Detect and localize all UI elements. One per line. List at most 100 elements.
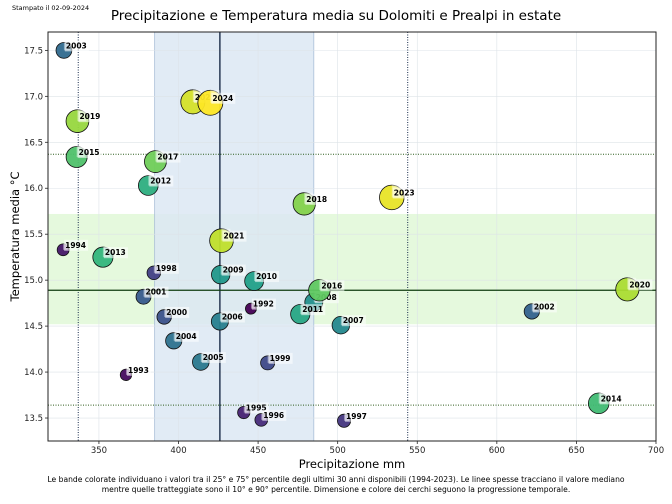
year-label: 2012 — [150, 176, 171, 185]
year-label: 2019 — [79, 112, 100, 121]
year-label: 2004 — [176, 332, 197, 341]
year-label: 1993 — [128, 366, 149, 375]
label-background — [174, 330, 199, 342]
year-label: 2017 — [157, 153, 178, 162]
label-background — [103, 247, 128, 259]
year-label: 2021 — [223, 232, 244, 241]
data-point-2023: 2023 — [379, 184, 417, 211]
year-label: 2007 — [343, 316, 364, 325]
x-tick-label: 450 — [250, 446, 266, 456]
label-background — [532, 301, 557, 313]
y-axis-label: Temperatura media °C — [8, 172, 22, 303]
y-tick-label: 16.0 — [24, 184, 43, 194]
data-point-2016: 2016 — [308, 279, 345, 302]
year-label: 2024 — [212, 94, 233, 103]
data-point-2019: 2019 — [65, 109, 103, 133]
label-background — [154, 262, 179, 274]
x-tick-label: 350 — [91, 446, 107, 456]
data-point-2006: 2006 — [210, 311, 245, 331]
x-tick-label: 700 — [648, 446, 664, 456]
y-tick-label: 14.0 — [24, 368, 43, 378]
chart-caption: Le bande colorate individuano i valori t… — [0, 475, 672, 495]
year-label: 2015 — [79, 148, 100, 157]
data-point-2007: 2007 — [331, 315, 366, 335]
data-point-2000: 2000 — [156, 306, 190, 325]
label-background — [201, 351, 226, 363]
year-label: 2016 — [321, 281, 342, 290]
label-background — [220, 311, 245, 323]
year-label: 2005 — [203, 353, 224, 362]
x-axis-ticks: 350 400 450 500 550 600 650 700 — [91, 441, 664, 456]
x-axis-label: Precipitazione mm — [299, 457, 406, 471]
data-point-2014: 2014 — [587, 392, 624, 415]
chart-title: Precipitazione e Temperatura media su Do… — [110, 8, 562, 24]
year-label: 1995 — [246, 404, 267, 413]
label-background — [341, 315, 366, 327]
label-background — [126, 364, 151, 376]
data-point-2011: 2011 — [290, 304, 326, 325]
year-label: 2010 — [256, 272, 277, 281]
y-tick-label: 14.5 — [24, 322, 43, 332]
y-tick-label: 17.0 — [24, 92, 43, 102]
data-point-1992: 1992 — [245, 298, 276, 315]
y-tick-label: 15.5 — [24, 230, 43, 240]
data-point-2021: 2021 — [209, 228, 247, 253]
label-background — [268, 352, 293, 364]
label-background — [628, 279, 653, 291]
year-label: 1994 — [65, 241, 86, 250]
data-point-1994: 1994 — [56, 239, 89, 257]
data-point-1999: 1999 — [260, 352, 293, 371]
year-label: 2006 — [222, 313, 243, 322]
year-label: 2003 — [66, 41, 87, 50]
x-tick-label: 550 — [409, 446, 425, 456]
label-background — [222, 230, 247, 242]
data-point-1993: 1993 — [119, 364, 151, 381]
data-point-2013: 2013 — [92, 246, 128, 268]
caption-line-2: mentre quelle tratteggiate sono il 10° e… — [101, 485, 571, 494]
data-point-2009: 2009 — [211, 264, 246, 285]
data-point-2003: 2003 — [55, 40, 89, 59]
year-label: 2011 — [302, 305, 323, 314]
data-point-2002: 2002 — [523, 301, 557, 320]
year-label: 2018 — [306, 195, 327, 204]
year-label: 2020 — [629, 280, 650, 289]
year-label: 1997 — [346, 412, 367, 421]
year-label: 1996 — [263, 411, 284, 420]
year-label: 1999 — [270, 354, 291, 363]
y-tick-label: 13.5 — [24, 414, 43, 424]
percentile-bands — [48, 31, 656, 442]
y-tick-label: 17.5 — [24, 46, 43, 56]
label-background — [320, 280, 345, 292]
label-background — [221, 264, 246, 276]
y-tick-label: 16.5 — [24, 138, 43, 148]
label-background — [301, 304, 326, 316]
label-background — [305, 193, 330, 205]
y-axis-ticks: 13.5 14.0 14.5 15.0 15.5 16.0 16.5 17.0 17.5 — [24, 46, 48, 424]
year-label: 2013 — [105, 248, 126, 257]
y-tick-label: 15.0 — [24, 276, 43, 286]
label-background — [211, 92, 236, 104]
data-point-1995: 1995 — [237, 402, 269, 420]
data-point-1996: 1996 — [254, 409, 287, 427]
label-background — [64, 239, 89, 251]
label-background — [144, 286, 169, 298]
x-tick-label: 500 — [330, 446, 346, 456]
data-point-2015: 2015 — [65, 146, 102, 168]
x-tick-label: 650 — [568, 446, 584, 456]
label-background — [244, 402, 269, 414]
label-background — [392, 187, 417, 199]
label-background — [64, 40, 89, 52]
label-background — [251, 298, 276, 310]
x-tick-label: 400 — [170, 446, 186, 456]
data-point-2005: 2005 — [192, 351, 226, 371]
year-label: 1992 — [253, 300, 274, 309]
data-point-1998: 1998 — [146, 262, 179, 281]
data-point-2001: 2001 — [135, 286, 169, 305]
year-label: 2023 — [394, 188, 415, 197]
label-background — [345, 410, 370, 422]
year-label: 2000 — [166, 308, 187, 317]
label-background — [78, 111, 103, 123]
year-label: 2001 — [145, 288, 166, 297]
